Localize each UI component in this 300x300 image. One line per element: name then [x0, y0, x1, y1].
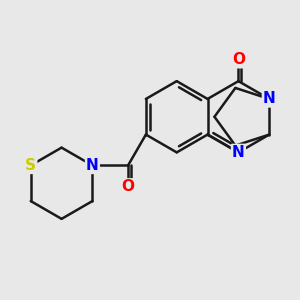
Text: O: O — [122, 179, 135, 194]
Text: N: N — [263, 92, 276, 106]
Text: S: S — [25, 158, 36, 173]
Text: O: O — [232, 52, 245, 67]
Text: N: N — [232, 145, 245, 160]
Text: N: N — [86, 158, 99, 173]
